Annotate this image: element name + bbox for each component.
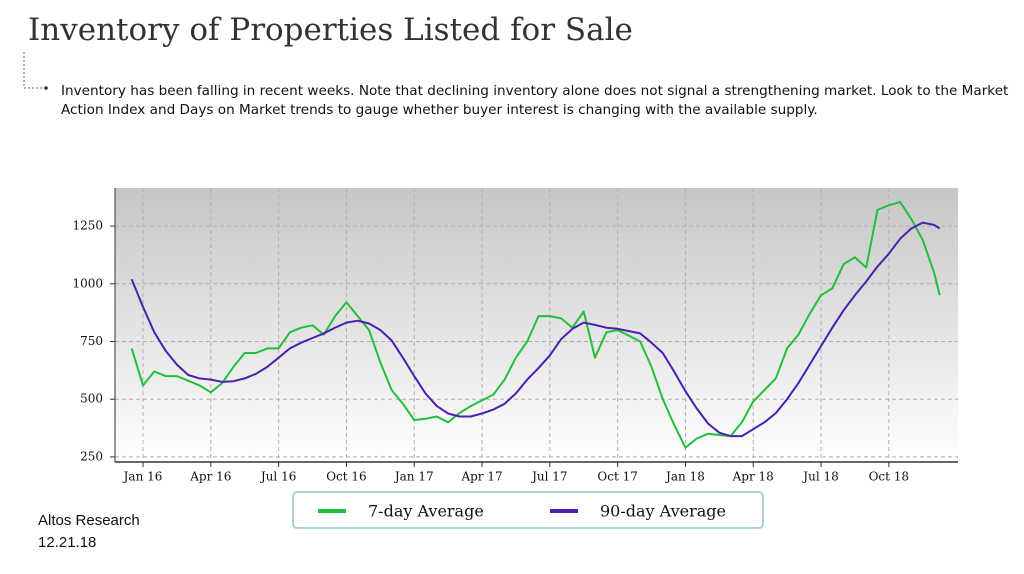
y-tick-label: 1250 [72,219,103,233]
plot-area [115,188,958,462]
legend [292,491,764,529]
bullet-text: Inventory has been falling in recent wee… [61,83,1009,118]
x-tick-label: Apr 17 [460,470,502,484]
y-tick-label: 250 [80,449,103,463]
bracket [23,52,44,89]
y-tick-label: 500 [80,392,103,406]
y-tick-label: 750 [80,334,103,348]
series-line [130,200,941,449]
x-tick-label: Jan 16 [122,470,163,484]
x-tick-label: Jan 17 [393,470,434,484]
x-tick-label: Jul 16 [259,470,296,484]
legend-label: 7-day Average [368,502,484,521]
source-note: Altos Research 12.21.18 [38,510,140,554]
page-title: Inventory of Properties Listed for Sale [28,12,633,48]
x-tick-label: Oct 18 [869,470,909,484]
bullet [44,86,48,90]
x-tick-label: Oct 17 [597,470,637,484]
x-tick-label: Apr 18 [732,470,774,484]
x-tick-label: Jul 18 [801,470,838,484]
y-tick-label: 1000 [72,276,103,290]
x-tick-label: Jan 18 [664,470,705,484]
legend-label: 90-day Average [600,502,726,521]
x-tick-label: Apr 16 [189,470,231,484]
date: 12.21.18 [38,534,97,551]
series-line [130,221,941,438]
x-tick-label: Oct 16 [326,470,366,484]
x-tick-label: Jul 17 [530,470,567,484]
source: Altos Research [38,512,140,529]
